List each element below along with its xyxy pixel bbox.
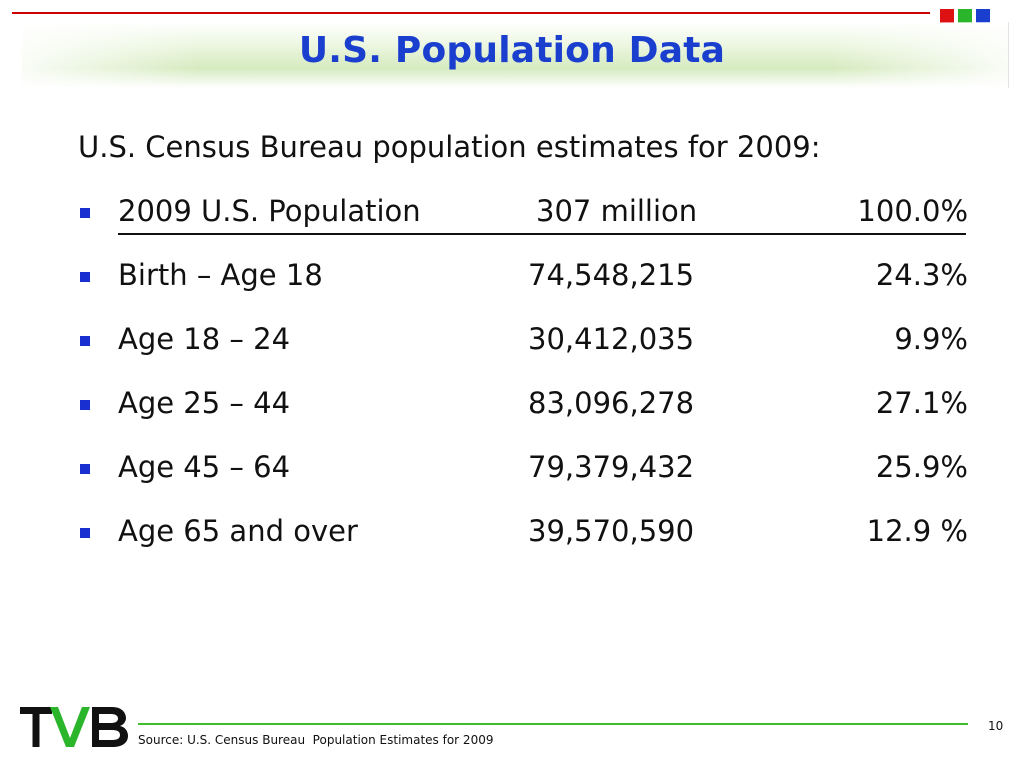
row-count: 307 million <box>536 194 698 228</box>
row-label: Age 18 – 24 <box>118 322 291 356</box>
green-square-icon <box>958 9 972 23</box>
list-item: Age 65 and over 39,570,590 12.9 % <box>78 510 998 574</box>
list-item-total: 2009 U.S. Population 307 million 100.0% <box>78 190 998 254</box>
page-number: 10 <box>988 719 1004 733</box>
list-item: Age 45 – 64 79,379,432 25.9% <box>78 446 998 510</box>
row-percent: 27.1% <box>875 386 968 420</box>
square-bullet-icon <box>80 400 90 410</box>
row-count: 30,412,035 <box>528 322 695 356</box>
row-underline <box>118 233 966 235</box>
intro-text: U.S. Census Bureau population estimates … <box>78 130 821 164</box>
row-percent: 12.9 % <box>866 514 968 548</box>
square-bullet-icon <box>80 464 90 474</box>
row-percent: 9.9% <box>894 322 968 356</box>
row-label: Birth – Age 18 <box>118 258 323 292</box>
square-bullet-icon <box>80 528 90 538</box>
red-square-icon <box>940 9 954 23</box>
row-label: Age 25 – 44 <box>118 386 291 420</box>
list-item: Birth – Age 18 74,548,215 24.3% <box>78 254 998 318</box>
corner-squares <box>940 9 990 23</box>
top-red-rule <box>12 12 930 14</box>
row-percent: 100.0% <box>857 194 968 228</box>
row-count: 74,548,215 <box>528 258 695 292</box>
row-count: 39,570,590 <box>528 514 695 548</box>
list-item: Age 18 – 24 30,412,035 9.9% <box>78 318 998 382</box>
row-count: 79,379,432 <box>528 450 695 484</box>
row-label: Age 65 and over <box>118 514 358 548</box>
row-count: 83,096,278 <box>528 386 695 420</box>
row-label: Age 45 – 64 <box>118 450 291 484</box>
square-bullet-icon <box>80 272 90 282</box>
bottom-green-rule <box>138 723 968 725</box>
list-item: Age 25 – 44 83,096,278 27.1% <box>78 382 998 446</box>
row-percent: 25.9% <box>875 450 968 484</box>
title-band <box>22 22 1009 88</box>
blue-square-icon <box>976 9 990 23</box>
row-percent: 24.3% <box>875 258 968 292</box>
row-label: 2009 U.S. Population <box>118 194 421 228</box>
square-bullet-icon <box>80 208 90 218</box>
slide-title: U.S. Population Data <box>298 30 726 71</box>
square-bullet-icon <box>80 336 90 346</box>
source-note: Source: U.S. Census Bureau Population Es… <box>138 733 494 747</box>
tvb-logo-icon <box>20 707 128 747</box>
population-list: 2009 U.S. Population 307 million 100.0% … <box>78 190 998 574</box>
